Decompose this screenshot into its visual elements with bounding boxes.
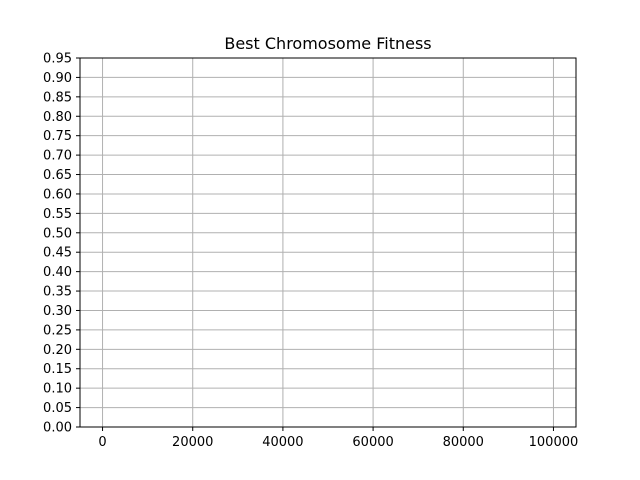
y-tick-label: 0.95	[43, 52, 72, 67]
x-tick-label: 100000	[529, 435, 579, 450]
y-tick-label: 0.90	[43, 71, 72, 86]
y-tick-label: 0.55	[43, 207, 72, 222]
plot-frame	[79, 57, 577, 428]
y-tick-label: 0.70	[43, 149, 72, 164]
x-tick-label: 40000	[262, 435, 303, 450]
y-tick-label: 0.00	[43, 421, 72, 436]
y-tick-label: 0.85	[43, 90, 72, 105]
y-axis: 0.00 0.05 0.10 0.15 0.20 0.25 0.30 0.35 0.40 0.45…	[43, 52, 80, 436]
y-tick-label: 0.35	[43, 285, 72, 300]
y-tick-label: 0.05	[43, 401, 72, 416]
y-tick-label: 0.65	[43, 168, 72, 183]
y-tick-label: 0.45	[43, 246, 72, 261]
y-tick-label: 0.50	[43, 226, 72, 241]
y-tick-label: 0.20	[43, 343, 72, 358]
y-tick-label: 0.75	[43, 129, 72, 144]
x-tick-label: 20000	[172, 435, 213, 450]
y-tick-label: 0.25	[43, 323, 72, 338]
x-tick-label: 60000	[352, 435, 393, 450]
chart-title: Best Chromosome Fitness	[224, 34, 431, 53]
x-axis: 0 20000 40000 60000 80000 100000	[98, 427, 578, 450]
y-tick-label: 0.10	[43, 382, 72, 397]
x-tick-label: 80000	[443, 435, 484, 450]
y-tick-label: 0.30	[43, 304, 72, 319]
y-tick-label: 0.80	[43, 110, 72, 125]
y-tick-label: 0.15	[43, 362, 72, 377]
y-tick-label: 0.40	[43, 265, 72, 280]
x-tick-label: 0	[98, 435, 106, 450]
y-tick-label: 0.60	[43, 187, 72, 202]
